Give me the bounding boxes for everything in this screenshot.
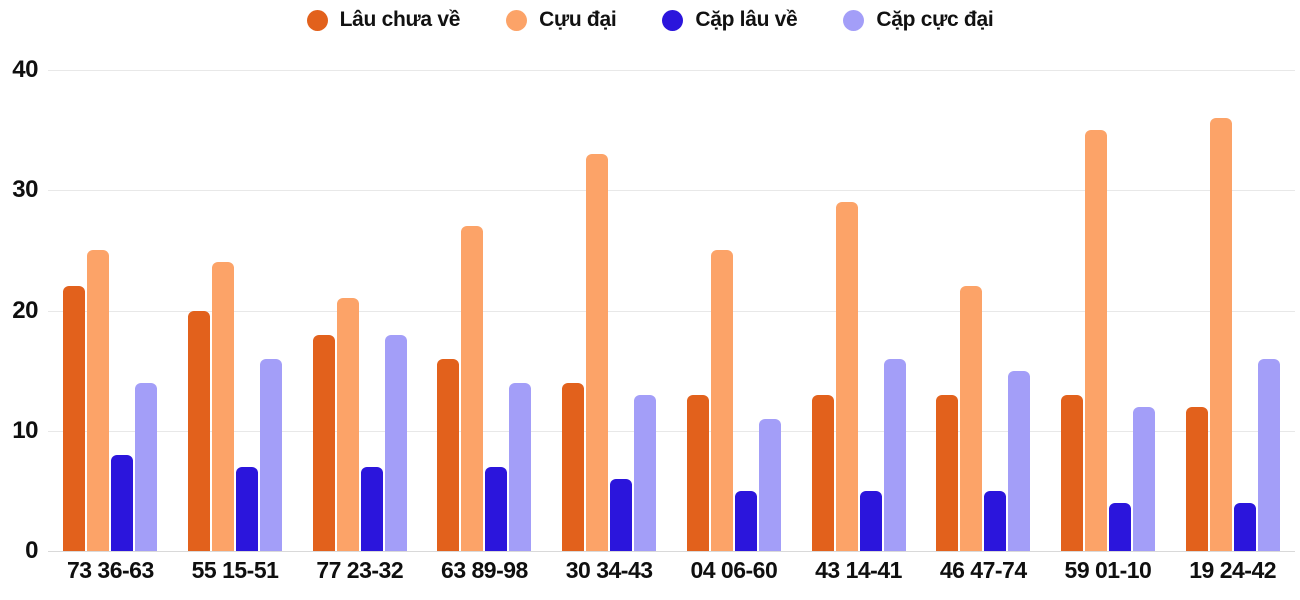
bar-Cặp-cực-đại-59-01-10[interactable] bbox=[1132, 406, 1155, 551]
bar-Cựu-đại-19-24-42[interactable] bbox=[1209, 118, 1232, 551]
bar-Cựu-đại-46-47-74[interactable] bbox=[960, 286, 983, 551]
bar-Cựu-đại-63-89-98[interactable] bbox=[461, 226, 484, 551]
legend-label: Cựu đại bbox=[539, 8, 617, 31]
bar-Cặp-lâu-về-04-06-60[interactable] bbox=[734, 490, 757, 551]
x-tick-label-77-23-32: 77 23-32 bbox=[316, 557, 404, 583]
gridline-0 bbox=[48, 551, 1295, 552]
legend: Lâu chưa về Cựu đại Cặp lâu về Cặp cực đại bbox=[0, 0, 1300, 40]
bar-Cặp-lâu-về-19-24-42[interactable] bbox=[1233, 502, 1256, 551]
bar-Cặp-cực-đại-43-14-41[interactable] bbox=[883, 358, 906, 551]
bar-Cặp-lâu-về-55-15-51[interactable] bbox=[236, 466, 259, 551]
bar-Cặp-cực-đại-55-15-51[interactable] bbox=[260, 358, 283, 551]
y-tick-label-30: 30 bbox=[12, 176, 38, 204]
bar-Lâu-chưa-về-46-47-74[interactable] bbox=[936, 394, 959, 551]
legend-item-3[interactable]: Cặp cực đại bbox=[843, 8, 994, 32]
x-tick-label-30-34-43: 30 34-43 bbox=[565, 557, 653, 583]
bar-Lâu-chưa-về-30-34-43[interactable] bbox=[562, 382, 585, 551]
bar-Cặp-cực-đại-63-89-98[interactable] bbox=[509, 382, 532, 551]
x-tick-label-55-15-51: 55 15-51 bbox=[191, 557, 279, 583]
bar-group-30-34-43 bbox=[547, 70, 672, 551]
bar-Cặp-cực-đại-30-34-43[interactable] bbox=[634, 394, 657, 551]
bar-Cựu-đại-04-06-60[interactable] bbox=[710, 250, 733, 551]
y-tick-label-20: 20 bbox=[12, 296, 38, 324]
bar-group-55-15-51 bbox=[173, 70, 298, 551]
gridline-20 bbox=[48, 310, 1295, 312]
bar-Cặp-cực-đại-77-23-32[interactable] bbox=[384, 334, 407, 551]
bar-Lâu-chưa-về-63-89-98[interactable] bbox=[437, 358, 460, 551]
bar-Lâu-chưa-về-55-15-51[interactable] bbox=[188, 310, 211, 551]
bar-Cựu-đại-43-14-41[interactable] bbox=[835, 202, 858, 551]
y-tick-label-0: 0 bbox=[25, 537, 38, 564]
x-tick-label-46-47-74: 46 47-74 bbox=[939, 557, 1027, 583]
x-tick-label-59-01-10: 59 01-10 bbox=[1064, 557, 1152, 583]
legend-item-1[interactable]: Cựu đại bbox=[506, 8, 617, 32]
legend-dot-icon bbox=[843, 9, 865, 31]
bar-Cặp-cực-đại-46-47-74[interactable] bbox=[1008, 370, 1031, 551]
bar-group-63-89-98 bbox=[422, 70, 547, 551]
bar-Lâu-chưa-về-73-36-63[interactable] bbox=[63, 286, 86, 551]
legend-item-0[interactable]: Lâu chưa về bbox=[306, 8, 461, 32]
gridline-10 bbox=[48, 430, 1295, 432]
legend-label: Cặp lâu về bbox=[695, 8, 798, 31]
bar-Cựu-đại-77-23-32[interactable] bbox=[336, 298, 359, 551]
bar-Cặp-cực-đại-19-24-42[interactable] bbox=[1257, 358, 1280, 551]
bar-Cựu-đại-30-34-43[interactable] bbox=[586, 154, 609, 551]
bar-group-73-36-63 bbox=[48, 70, 173, 551]
bar-Lâu-chưa-về-59-01-10[interactable] bbox=[1060, 394, 1083, 551]
bar-Cặp-lâu-về-73-36-63[interactable] bbox=[111, 454, 134, 551]
bar-Cặp-lâu-về-46-47-74[interactable] bbox=[984, 490, 1007, 551]
bar-group-43-14-41 bbox=[796, 70, 921, 551]
gridline-40 bbox=[48, 70, 1295, 71]
bar-Lâu-chưa-về-04-06-60[interactable] bbox=[686, 394, 709, 551]
legend-label: Lâu chưa về bbox=[339, 8, 461, 31]
bar-Cặp-cực-đại-04-06-60[interactable] bbox=[758, 418, 781, 551]
bar-Cặp-lâu-về-63-89-98[interactable] bbox=[485, 466, 508, 551]
bar-Lâu-chưa-về-19-24-42[interactable] bbox=[1185, 406, 1208, 551]
x-tick-label-43-14-41: 43 14-41 bbox=[815, 557, 902, 583]
bar-group-77-23-32 bbox=[297, 70, 422, 551]
bar-Cặp-lâu-về-59-01-10[interactable] bbox=[1108, 502, 1131, 551]
bar-Cặp-cực-đại-73-36-63[interactable] bbox=[135, 382, 158, 551]
bar-group-19-24-42 bbox=[1170, 70, 1295, 551]
x-tick-label-63-89-98: 63 89-98 bbox=[441, 557, 528, 583]
bar-group-59-01-10 bbox=[1046, 70, 1171, 551]
gridline-30 bbox=[48, 190, 1295, 192]
legend-dot-icon bbox=[306, 9, 328, 31]
y-tick-label-40: 40 bbox=[12, 56, 38, 83]
x-tick-label-73-36-63: 73 36-63 bbox=[66, 557, 154, 583]
x-tick-label-19-24-42: 19 24-42 bbox=[1189, 557, 1277, 583]
bar-Cựu-đại-59-01-10[interactable] bbox=[1084, 130, 1107, 551]
legend-item-2[interactable]: Cặp lâu về bbox=[662, 8, 798, 32]
bar-group-46-47-74 bbox=[921, 70, 1046, 551]
bar-Cựu-đại-73-36-63[interactable] bbox=[87, 250, 110, 551]
x-tick-label-04-06-60: 04 06-60 bbox=[690, 557, 778, 583]
legend-dot-icon bbox=[506, 9, 528, 31]
bar-Lâu-chưa-về-43-14-41[interactable] bbox=[811, 394, 834, 551]
bar-Cựu-đại-55-15-51[interactable] bbox=[212, 262, 235, 551]
bar-Lâu-chưa-về-77-23-32[interactable] bbox=[312, 334, 335, 551]
bar-Cặp-lâu-về-77-23-32[interactable] bbox=[360, 466, 383, 551]
bar-Cặp-lâu-về-43-14-41[interactable] bbox=[859, 490, 882, 551]
legend-label: Cặp cực đại bbox=[876, 8, 994, 31]
bar-group-04-06-60 bbox=[672, 70, 797, 551]
y-tick-label-10: 10 bbox=[12, 416, 38, 444]
legend-dot-icon bbox=[662, 9, 684, 31]
bar-Cặp-lâu-về-30-34-43[interactable] bbox=[610, 478, 633, 551]
